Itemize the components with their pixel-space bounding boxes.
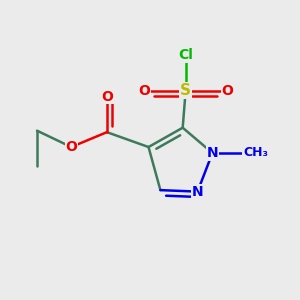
Text: N: N <box>207 146 218 160</box>
Text: S: S <box>180 83 191 98</box>
Text: N: N <box>192 184 203 199</box>
Text: Cl: Cl <box>178 48 193 62</box>
Text: O: O <box>138 84 150 98</box>
Text: O: O <box>101 89 113 103</box>
Text: O: O <box>65 140 77 154</box>
Text: O: O <box>221 84 233 98</box>
Text: CH₃: CH₃ <box>243 146 268 160</box>
